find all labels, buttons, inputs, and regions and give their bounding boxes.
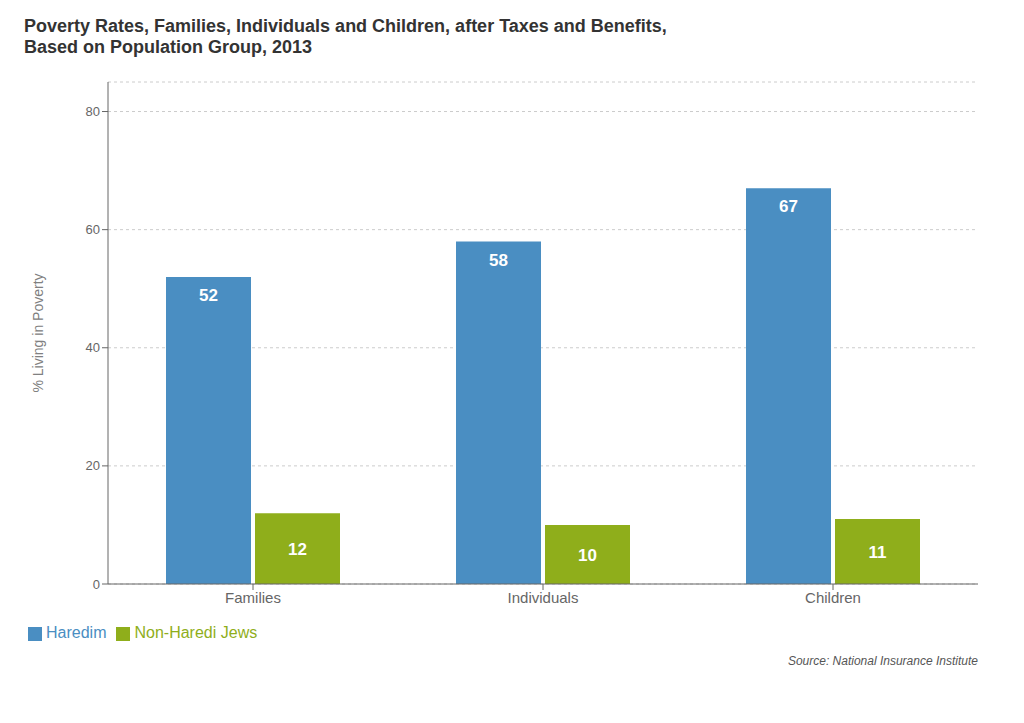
svg-text:0: 0: [93, 577, 100, 592]
svg-text:40: 40: [86, 340, 100, 355]
svg-text:11: 11: [869, 543, 887, 562]
svg-text:12: 12: [288, 540, 307, 559]
svg-text:Families: Families: [225, 589, 281, 606]
svg-text:Children: Children: [805, 589, 861, 606]
html-text:Based on Population Group, 201: Based on Population Group, 2013: [24, 37, 312, 57]
svg-text:20: 20: [86, 458, 100, 473]
html-text:Haredim: Haredim: [46, 624, 107, 641]
svg-text:Individuals: Individuals: [508, 589, 579, 606]
svg-text:60: 60: [86, 222, 100, 237]
svg-text:80: 80: [86, 104, 100, 119]
html-text:Poverty Rates, Families, Indiv: Poverty Rates, Families, Individuals and…: [24, 16, 667, 36]
html-text:Non-Haredi Jews: Non-Haredi Jews: [134, 624, 258, 641]
html-text:Source: National Insurance Ins: Source: National Insurance Institute: [787, 654, 978, 668]
svg-text:58: 58: [489, 251, 508, 270]
svg-text:67: 67: [779, 197, 798, 216]
svg-text:% Living in Poverty: % Living in Poverty: [30, 273, 46, 392]
svg-text:10: 10: [578, 546, 597, 565]
svg-text:52: 52: [199, 286, 218, 305]
